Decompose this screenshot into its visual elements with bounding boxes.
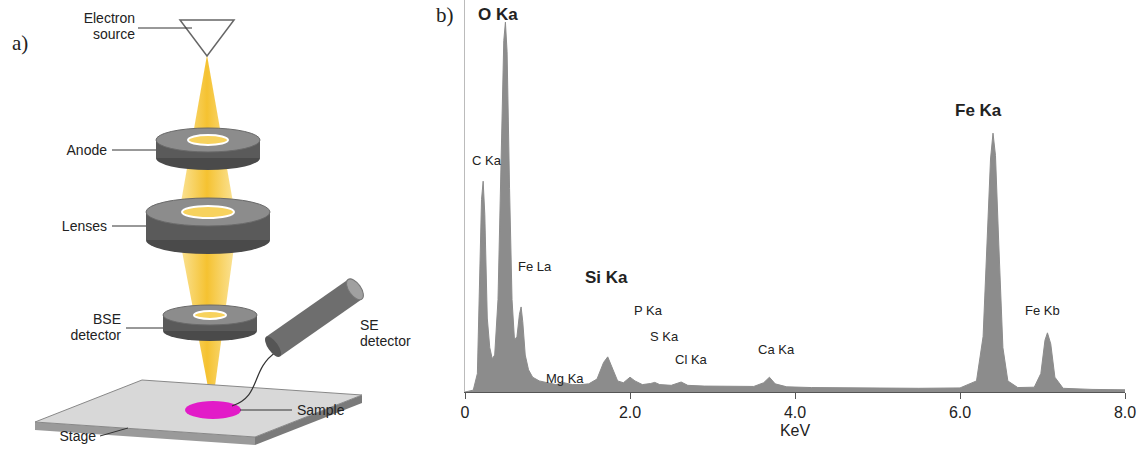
svg-text:P Ka: P Ka bbox=[634, 303, 663, 318]
svg-text:BSE: BSE bbox=[93, 311, 121, 327]
svg-text:S Ka: S Ka bbox=[650, 329, 679, 344]
svg-text:b): b) bbox=[436, 3, 454, 27]
svg-text:Sample: Sample bbox=[297, 402, 345, 418]
svg-text:Si Ka: Si Ka bbox=[585, 268, 628, 287]
svg-text:0: 0 bbox=[461, 404, 470, 421]
svg-text:a): a) bbox=[12, 31, 28, 55]
svg-text:O Ka: O Ka bbox=[478, 5, 518, 24]
svg-text:source: source bbox=[93, 26, 135, 42]
svg-text:6.0: 6.0 bbox=[949, 404, 971, 421]
svg-text:Stage: Stage bbox=[59, 428, 96, 444]
svg-text:Fe Ka: Fe Ka bbox=[955, 101, 1002, 120]
svg-text:Fe Kb: Fe Kb bbox=[1025, 303, 1060, 318]
svg-text:Mg Ka: Mg Ka bbox=[546, 371, 584, 386]
svg-text:8.0: 8.0 bbox=[1114, 404, 1136, 421]
svg-text:SE: SE bbox=[360, 317, 379, 333]
svg-text:2.0: 2.0 bbox=[619, 404, 641, 421]
svg-text:4.0: 4.0 bbox=[784, 404, 806, 421]
svg-text:Electron: Electron bbox=[84, 10, 135, 26]
svg-text:detector: detector bbox=[360, 333, 411, 349]
svg-text:KeV: KeV bbox=[780, 422, 811, 439]
svg-text:detector: detector bbox=[70, 327, 121, 343]
svg-text:C Ka: C Ka bbox=[472, 153, 502, 168]
svg-text:Fe La: Fe La bbox=[518, 259, 552, 274]
svg-text:Ca Ka: Ca Ka bbox=[758, 342, 795, 357]
svg-text:Cl Ka: Cl Ka bbox=[675, 352, 708, 367]
svg-text:Anode: Anode bbox=[67, 142, 108, 158]
svg-text:Lenses: Lenses bbox=[62, 218, 107, 234]
